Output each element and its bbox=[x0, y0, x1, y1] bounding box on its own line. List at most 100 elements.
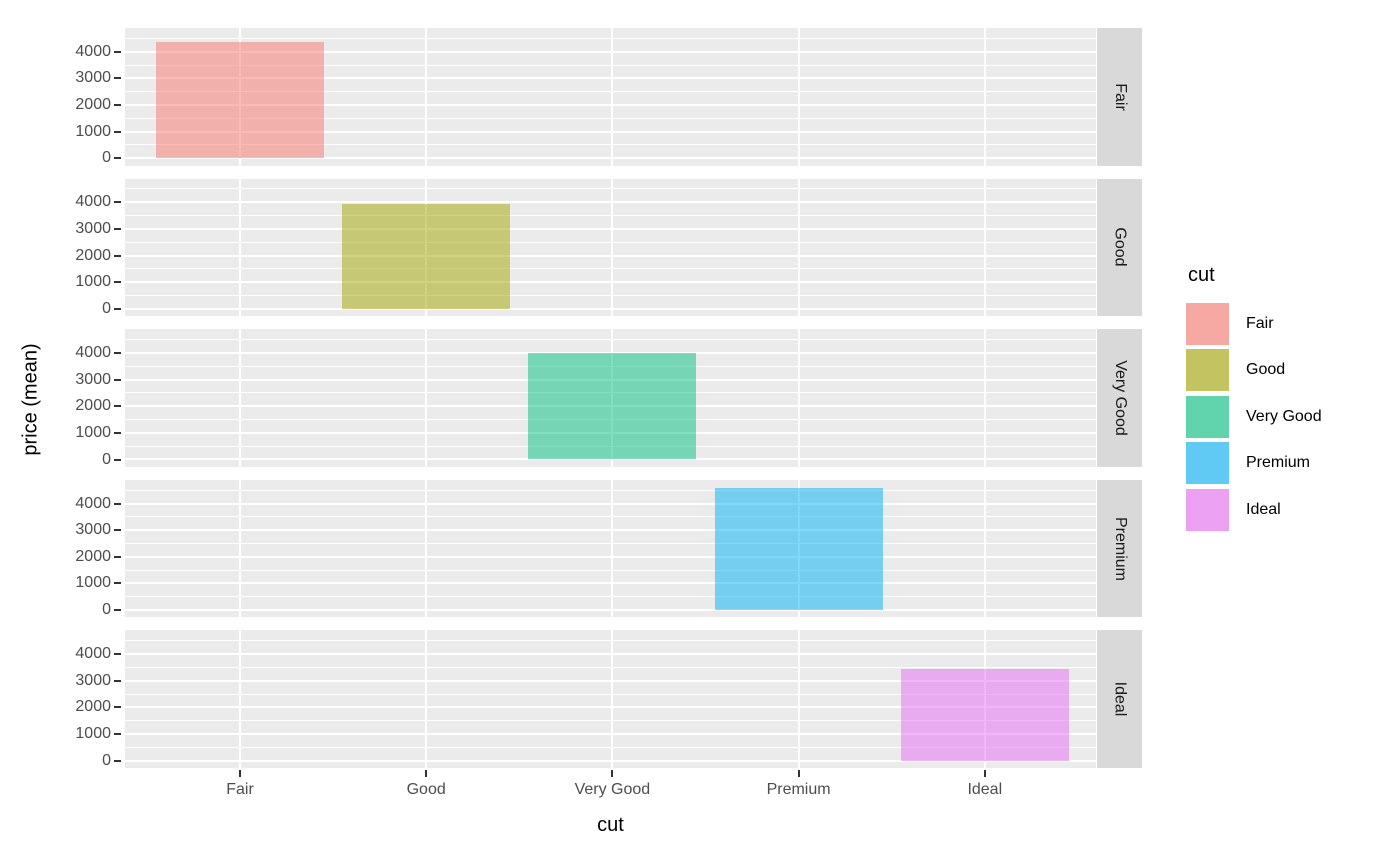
gridline-major-h bbox=[125, 706, 1096, 709]
y-tick-label: 2000 bbox=[75, 397, 111, 415]
y-tick-mark bbox=[114, 50, 121, 53]
legend-entry-very-good: Very Good bbox=[1186, 395, 1322, 438]
y-tick-mark bbox=[114, 609, 121, 612]
y-tick-label: 1000 bbox=[75, 122, 111, 140]
bar-very-good bbox=[528, 353, 697, 460]
legend-key-swatch bbox=[1186, 488, 1229, 531]
facet-panel-premium bbox=[125, 479, 1096, 618]
gridline-major-v bbox=[611, 630, 614, 768]
gridline-major-h bbox=[125, 50, 1096, 53]
gridline-major-h bbox=[125, 130, 1096, 133]
gridline-major-v bbox=[611, 479, 614, 618]
gridline-major-v bbox=[239, 178, 241, 317]
strip-label: Ideal bbox=[1111, 681, 1129, 717]
facet-panel-very-good bbox=[125, 329, 1096, 467]
gridline-major-h bbox=[125, 582, 1096, 585]
bar-fair bbox=[156, 42, 324, 159]
legend-key-swatch bbox=[1186, 349, 1229, 392]
y-tick-mark bbox=[114, 351, 121, 354]
gridline-major-h bbox=[125, 254, 1096, 257]
x-tick-label: Good bbox=[406, 780, 446, 798]
y-tick-mark bbox=[114, 582, 121, 585]
gridline-minor-h bbox=[125, 746, 1096, 748]
strip-label: Premium bbox=[1111, 516, 1129, 581]
gridline-major-h bbox=[125, 227, 1096, 230]
gridline-major-h bbox=[125, 759, 1096, 762]
gridline-minor-h bbox=[125, 91, 1096, 93]
facet-strip-very-good: Very Good bbox=[1097, 329, 1142, 467]
gridline-major-v bbox=[983, 329, 986, 467]
facet-panel-fair bbox=[125, 28, 1096, 166]
y-tick-label: 4000 bbox=[75, 494, 111, 512]
y-tick-mark bbox=[114, 555, 121, 558]
y-tick-mark bbox=[114, 733, 121, 736]
x-tick-label: Premium bbox=[766, 780, 831, 798]
y-tick-label: 1000 bbox=[75, 423, 111, 441]
gridline-major-h bbox=[125, 653, 1096, 656]
gridline-minor-h bbox=[125, 215, 1096, 217]
gridline-minor-h bbox=[125, 489, 1096, 491]
y-tick-label: 2000 bbox=[75, 96, 111, 113]
gridline-minor-h bbox=[125, 339, 1096, 341]
y-tick-mark bbox=[114, 679, 121, 682]
gridline-major-v bbox=[425, 329, 428, 467]
y-tick-label: 3000 bbox=[75, 219, 111, 237]
y-tick-mark bbox=[114, 130, 121, 133]
y-tick-mark bbox=[114, 378, 121, 381]
gridline-major-h bbox=[125, 733, 1096, 736]
y-tick-label: 0 bbox=[102, 601, 111, 619]
y-tick-label: 2000 bbox=[75, 246, 111, 264]
gridline-major-v bbox=[797, 630, 800, 768]
facet-panel-good bbox=[125, 178, 1096, 317]
gridline-minor-h bbox=[125, 516, 1096, 518]
gridline-major-v bbox=[983, 28, 986, 166]
gridline-major-h bbox=[125, 502, 1096, 505]
gridline-major-h bbox=[125, 281, 1096, 284]
y-tick-label: 1000 bbox=[75, 574, 111, 592]
gridline-major-v bbox=[983, 479, 986, 618]
gridline-major-h bbox=[125, 609, 1096, 612]
y-tick-label: 0 bbox=[102, 751, 111, 769]
y-tick-label: 1000 bbox=[75, 725, 111, 743]
legend-entry-fair: Fair bbox=[1186, 303, 1322, 345]
gridline-major-h bbox=[125, 529, 1096, 532]
gridline-minor-h bbox=[125, 596, 1096, 598]
gridline-major-v bbox=[797, 28, 800, 166]
legend-entries: Fair Good Very Good Premium Ideal bbox=[1186, 303, 1322, 531]
y-tick-mark bbox=[114, 431, 121, 434]
gridline-minor-h bbox=[125, 188, 1096, 190]
gridline-minor-h bbox=[125, 64, 1096, 66]
gridline-major-h bbox=[125, 679, 1096, 682]
y-tick-mark bbox=[114, 405, 121, 408]
y-tick-label: 0 bbox=[102, 450, 111, 468]
y-tick-label: 3000 bbox=[75, 671, 111, 689]
gridline-major-v bbox=[425, 28, 428, 166]
gridline-minor-h bbox=[125, 295, 1096, 297]
y-tick-label: 3000 bbox=[75, 521, 111, 539]
gridline-major-v bbox=[425, 479, 428, 618]
y-tick-mark bbox=[114, 201, 121, 204]
y-tick-mark bbox=[114, 706, 121, 709]
gridline-minor-h bbox=[125, 693, 1096, 695]
gridline-major-v bbox=[797, 178, 800, 317]
y-tick-mark bbox=[114, 502, 121, 505]
y-tick-mark bbox=[114, 254, 121, 257]
gridline-major-v bbox=[239, 630, 241, 768]
legend-key-swatch bbox=[1186, 395, 1229, 438]
facet-strip-premium: Premium bbox=[1097, 479, 1142, 618]
legend-entry-premium: Premium bbox=[1186, 442, 1322, 485]
y-tick-label: 0 bbox=[102, 299, 111, 317]
gridline-minor-h bbox=[125, 666, 1096, 668]
legend: cut Fair Good Very Good Premium Ideal bbox=[1186, 264, 1322, 535]
gridline-major-h bbox=[125, 458, 1096, 461]
x-tick-mark bbox=[239, 769, 241, 777]
y-axis-title: price (mean) bbox=[19, 343, 42, 456]
gridline-minor-h bbox=[125, 37, 1096, 39]
gridline-major-v bbox=[425, 630, 428, 768]
x-tick-mark bbox=[983, 769, 986, 777]
gridline-minor-h bbox=[125, 640, 1096, 642]
y-tick-label: 2000 bbox=[75, 547, 111, 565]
y-tick-mark bbox=[114, 458, 121, 461]
y-tick-mark bbox=[114, 653, 121, 656]
legend-entry-ideal: Ideal bbox=[1186, 488, 1322, 531]
